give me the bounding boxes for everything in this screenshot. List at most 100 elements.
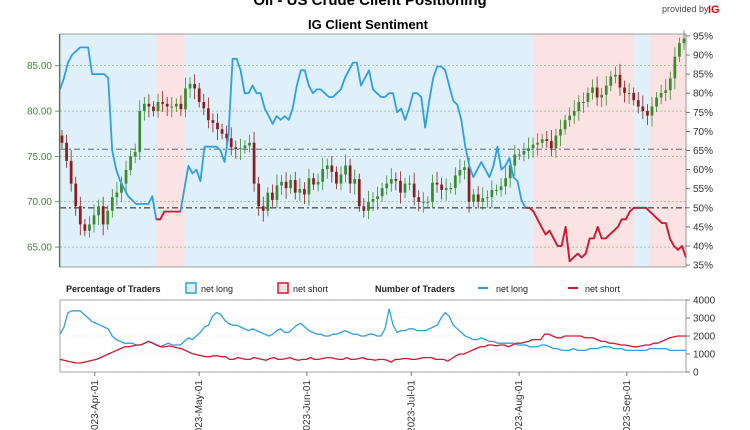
sentiment-band (128, 34, 133, 267)
sentiment-band (300, 34, 306, 267)
sentiment-band (561, 34, 567, 267)
sentiment-band (621, 34, 627, 267)
candle-body (385, 183, 389, 189)
candle-body (174, 103, 178, 107)
date-tick-label: 2023-Jun-01 (302, 380, 313, 430)
candle-body (193, 83, 196, 89)
candle-body (129, 156, 132, 170)
candle-body (650, 106, 654, 116)
candle-body (440, 184, 443, 190)
candle-body (266, 192, 270, 211)
candle-body (449, 188, 453, 190)
sentiment-band (284, 34, 290, 267)
candle-body (582, 101, 585, 103)
traders-gridlines (60, 299, 686, 373)
sentiment-band (673, 34, 679, 267)
sentiment-band (344, 34, 350, 267)
date-tick-label: 2023-May-01 (194, 380, 205, 430)
sentiment-band (505, 34, 511, 267)
candle-body (225, 133, 229, 139)
candle-body (376, 196, 379, 200)
sentiment-band (164, 34, 169, 267)
sentiment-band (212, 34, 218, 267)
candle-body (188, 83, 192, 89)
sentiment-band (593, 34, 599, 267)
sentiment-band (156, 34, 161, 267)
sentiment-band (617, 34, 623, 267)
candle-body (348, 165, 352, 184)
candle-body (165, 103, 169, 107)
candle-body (655, 97, 658, 107)
sentiment-band (324, 34, 330, 267)
traders-lines (59, 308, 686, 364)
candle-body (92, 215, 96, 225)
candle-body (152, 106, 155, 112)
sentiment-band (565, 34, 571, 267)
candle-body (284, 181, 288, 189)
date-tick-label: 2023-Apr-01 (90, 380, 101, 430)
sentiment-band (389, 34, 394, 267)
candle-body (252, 142, 256, 184)
candle-body (495, 189, 498, 191)
candle-body (536, 142, 540, 145)
candle-body (604, 85, 608, 95)
sentiment-band (681, 34, 687, 267)
sentiment-band (453, 34, 458, 267)
date-tick-label: 2023-Sep-01 (622, 380, 633, 430)
candle-body (591, 87, 594, 93)
percent-tick-label: 50% (693, 203, 713, 214)
sentiment-band (360, 34, 366, 267)
candle-body (659, 92, 663, 98)
sentiment-band (425, 34, 430, 267)
traders-tick-label: 0 (693, 368, 699, 379)
sentiment-band (657, 34, 663, 267)
candle-body (298, 189, 302, 193)
candle-body (463, 167, 466, 170)
candle-body (371, 199, 375, 202)
candle-body (78, 206, 82, 225)
candle-body (60, 135, 64, 143)
date-axis-ticks: 2023-Apr-01 2023-May-01 2023-Jun-01 2023-Ju… (90, 372, 633, 430)
sentiment-band (437, 34, 442, 267)
candle-body (472, 194, 475, 202)
candle-body (517, 154, 521, 156)
sentiment-band (449, 34, 454, 267)
candle-body (586, 92, 590, 102)
sentiment-band (481, 34, 486, 267)
candle-body (554, 135, 558, 149)
candle-body (257, 183, 261, 207)
sentiment-band (184, 34, 190, 267)
candle-body (367, 201, 370, 211)
sentiment-band (649, 34, 655, 267)
sentiment-band (465, 34, 470, 267)
sentiment-band (469, 34, 474, 267)
sentiment-band (577, 34, 583, 267)
sentiment-band (629, 34, 635, 267)
sentiment-band (445, 34, 450, 267)
sentiment-band (92, 34, 97, 267)
sentiment-band (429, 34, 434, 267)
sentiment-band (180, 34, 185, 267)
candle-body (312, 178, 315, 185)
sentiment-band (80, 34, 85, 267)
candle-body (431, 182, 434, 202)
sentiment-band (68, 34, 73, 267)
candle-body (394, 179, 398, 181)
percent-tick-label: 45% (693, 222, 713, 233)
sentiment-band (645, 34, 651, 267)
percent-tick-label: 70% (693, 127, 713, 138)
percent-tick-label: 35% (693, 261, 713, 272)
candle-body (307, 178, 311, 195)
sentiment-background (60, 34, 687, 267)
price-tick-label: 75.00 (27, 152, 52, 163)
sentiment-band (541, 34, 547, 267)
sentiment-band (240, 34, 246, 267)
candle-body (609, 76, 613, 86)
candle-body (115, 192, 119, 198)
candle-body (280, 181, 283, 186)
sentiment-band (312, 34, 318, 267)
sentiment-band (200, 34, 206, 267)
candle-body (389, 179, 393, 184)
candle-body (513, 154, 517, 166)
sentiment-band (613, 34, 619, 267)
